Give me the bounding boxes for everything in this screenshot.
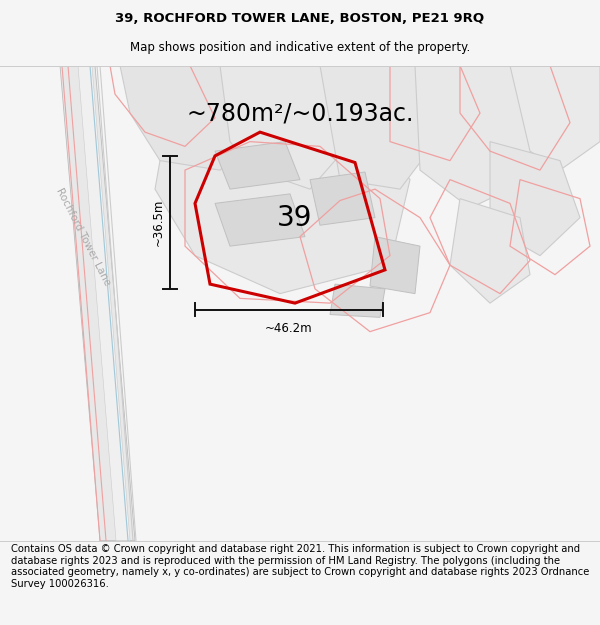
Polygon shape (490, 142, 580, 256)
Polygon shape (220, 66, 360, 189)
Polygon shape (120, 66, 255, 170)
Polygon shape (450, 199, 530, 303)
Polygon shape (310, 172, 375, 225)
Text: ~46.2m: ~46.2m (265, 322, 313, 335)
Polygon shape (415, 66, 555, 208)
Polygon shape (330, 284, 385, 318)
Text: Rochford Tower Lane: Rochford Tower Lane (54, 186, 112, 287)
Polygon shape (60, 66, 135, 541)
Text: ~36.5m: ~36.5m (152, 199, 165, 246)
Text: 39: 39 (277, 204, 313, 232)
Polygon shape (320, 66, 450, 189)
Text: ~780m²/~0.193ac.: ~780m²/~0.193ac. (187, 101, 413, 125)
Polygon shape (155, 94, 410, 294)
Polygon shape (370, 237, 420, 294)
Text: Map shows position and indicative extent of the property.: Map shows position and indicative extent… (130, 41, 470, 54)
Polygon shape (215, 142, 300, 189)
Polygon shape (78, 66, 130, 541)
Polygon shape (215, 194, 305, 246)
Polygon shape (510, 66, 600, 170)
Text: 39, ROCHFORD TOWER LANE, BOSTON, PE21 9RQ: 39, ROCHFORD TOWER LANE, BOSTON, PE21 9R… (115, 12, 485, 25)
Text: Contains OS data © Crown copyright and database right 2021. This information is : Contains OS data © Crown copyright and d… (11, 544, 589, 589)
